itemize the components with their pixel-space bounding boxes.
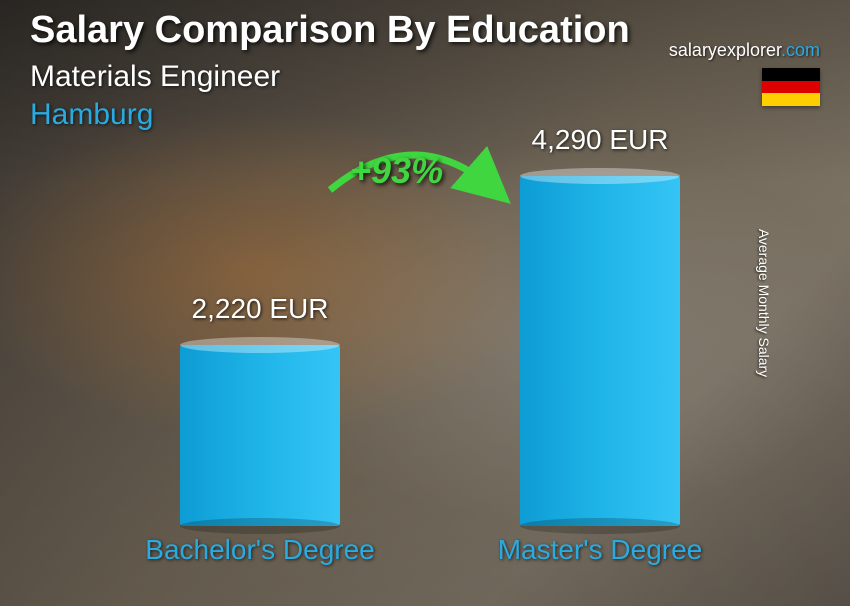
increase-percentage: +93%	[350, 150, 443, 192]
bar-category-label: Master's Degree	[450, 534, 750, 566]
bar-1: 4,290 EUR	[520, 176, 680, 526]
page-title: Salary Comparison By Education	[30, 10, 820, 52]
bar-rect	[520, 176, 680, 526]
header: Salary Comparison By Education Materials…	[30, 10, 820, 132]
chart-container: Salary Comparison By Education Materials…	[0, 0, 850, 606]
job-title: Materials Engineer	[30, 60, 820, 94]
bar-value-label: 2,220 EUR	[150, 293, 370, 325]
bar-category-label: Bachelor's Degree	[110, 534, 410, 566]
location-label: Hamburg	[30, 98, 820, 132]
y-axis-label: Average Monthly Salary	[756, 229, 772, 377]
bar-0: 2,220 EUR	[180, 345, 340, 526]
bar-rect	[180, 345, 340, 526]
